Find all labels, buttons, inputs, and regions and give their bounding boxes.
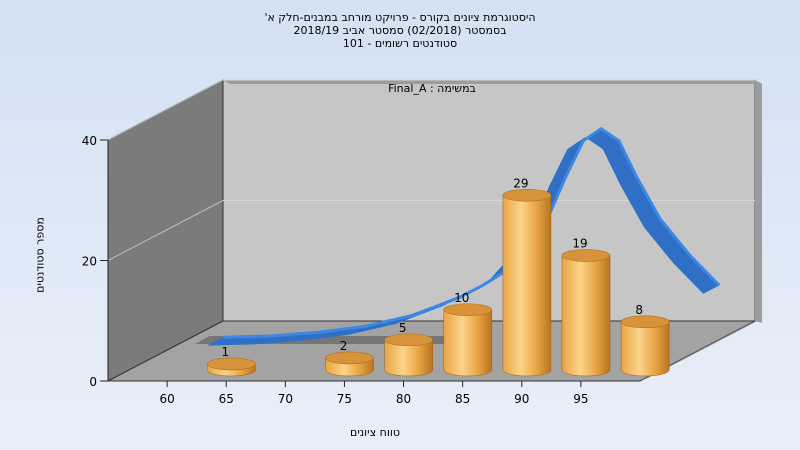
chart-title: היסטוגרמת ציונים בקורס - פרויקט מורחב במ… — [0, 11, 800, 50]
histogram-bar — [502, 188, 552, 377]
histogram-bar — [384, 333, 433, 377]
bar-top — [561, 249, 611, 262]
back-wall-right-edge — [755, 80, 762, 323]
bar-value-label: 19 — [572, 237, 587, 251]
bar-body — [561, 255, 611, 377]
histogram-bar — [325, 351, 374, 377]
y-tick-label: 0 — [89, 375, 97, 389]
y-axis-label: מספר סטודנטים — [33, 217, 47, 293]
back-wall-top-edge — [223, 80, 762, 84]
bar-top — [502, 188, 552, 202]
histogram-bar — [620, 315, 670, 377]
bar-value-label: 5 — [399, 321, 407, 335]
histogram-bar — [443, 303, 493, 377]
bar-top — [207, 357, 256, 371]
bar-value-label: 8 — [635, 303, 643, 317]
x-tick-label: 70 — [278, 392, 293, 406]
x-tick-label: 90 — [514, 392, 529, 406]
bar-body — [502, 195, 552, 377]
title-line-2: בסמסטר (02/2018) סמסטר אביב 2018/19 — [293, 24, 507, 37]
grid-line-left — [107, 79, 224, 141]
bar-body — [443, 309, 493, 377]
x-axis-label: טווח ציונים — [350, 426, 400, 439]
y-tick-label: 20 — [82, 255, 97, 269]
x-tick-label: 95 — [573, 392, 588, 406]
grid-line-left — [107, 200, 224, 261]
title-line-1: היסטוגרמת ציונים בקורס - פרויקט מורחב במ… — [264, 11, 536, 24]
bar-top — [620, 315, 670, 329]
bar-body — [384, 339, 433, 377]
bar-top — [443, 303, 493, 317]
bar-top — [384, 333, 433, 347]
bar-value-label: 1 — [222, 345, 230, 359]
x-tick-label: 85 — [455, 392, 470, 406]
bar-value-label: 10 — [454, 291, 469, 305]
series-label: Final_A : במשימה — [388, 82, 476, 95]
x-tick-label: 80 — [396, 392, 411, 406]
title-line-3: סטודנטים רשומים - 101 — [342, 37, 458, 50]
x-tick-label: 65 — [219, 392, 234, 406]
bar-top — [325, 351, 374, 365]
x-tick-label: 60 — [159, 392, 174, 406]
bar-body — [620, 321, 670, 377]
histogram-bar — [561, 249, 611, 377]
histogram-bar — [207, 357, 256, 377]
floor-edge — [640, 318, 763, 381]
x-tick-label: 75 — [337, 392, 352, 406]
bar-value-label: 2 — [340, 339, 348, 353]
bar-value-label: 29 — [513, 176, 528, 190]
y-tick-label: 40 — [82, 134, 97, 148]
